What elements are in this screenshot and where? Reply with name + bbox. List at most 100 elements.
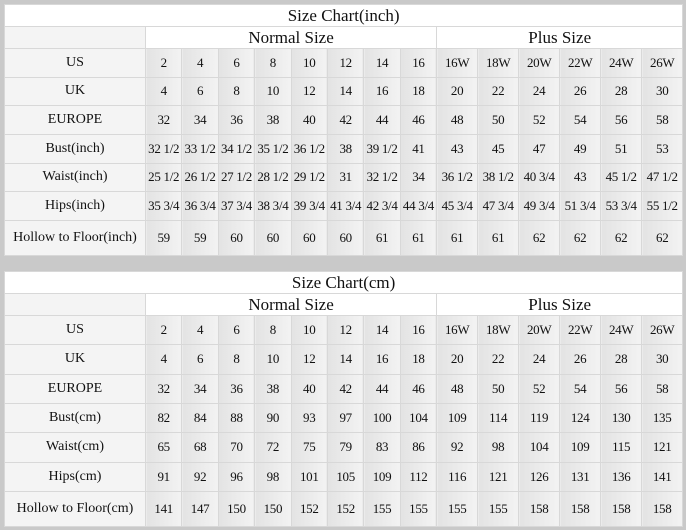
size-cell: 121 <box>477 461 520 493</box>
size-cell: 104 <box>399 402 438 434</box>
size-cell: 22W <box>559 314 602 346</box>
size-cell: 119 <box>518 402 561 434</box>
size-cell: 109 <box>559 432 602 463</box>
size-cell: 83 <box>363 432 401 463</box>
size-cell: 115 <box>600 432 643 463</box>
size-cell: 48 <box>436 105 479 135</box>
table-row: Hollow to Floor(cm) 141 147 150 150 152 152 155… <box>4 491 684 527</box>
size-cell: 44 3/4 <box>399 191 438 221</box>
size-cell: 141 <box>144 491 183 527</box>
size-cell: 50 <box>477 373 520 404</box>
size-cell: 6 <box>181 344 219 375</box>
size-cell: 109 <box>436 402 479 434</box>
group-header-plus: Plus Size <box>436 293 684 316</box>
size-cell: 48 <box>436 373 479 404</box>
size-cell: 4 <box>144 76 183 107</box>
size-cell: 12 <box>326 48 365 78</box>
row-label: EUROPE <box>4 373 146 404</box>
size-cell: 2 <box>144 48 183 78</box>
size-cell: 38 <box>254 373 292 404</box>
size-cell: 45 1/2 <box>600 162 643 193</box>
size-table: Size Chart(inch) Normal Size Plus Size US 2 4… <box>3 4 684 256</box>
size-cell: 98 <box>254 461 292 493</box>
group-header-normal: Normal Size <box>144 26 438 49</box>
size-cell: 24 <box>518 344 561 375</box>
table-row: EUROPE 32 34 36 38 40 42 44 46 48 50 52 54 56 58 <box>4 105 684 135</box>
size-cell: 35 1/2 <box>254 133 292 164</box>
size-cell: 16 <box>363 76 401 107</box>
size-cell: 47 <box>518 133 561 164</box>
size-cell: 42 <box>326 105 365 135</box>
size-cell: 34 <box>181 105 219 135</box>
size-cell: 68 <box>181 432 219 463</box>
size-cell: 65 <box>144 432 183 463</box>
row-label: Hollow to Floor(cm) <box>4 491 146 527</box>
size-cell: 24 <box>518 76 561 107</box>
size-cell: 18 <box>399 76 438 107</box>
table-row: Bust(cm) 82 84 88 90 93 97 100 104 109 114 119 124 13… <box>4 402 684 434</box>
size-cell: 40 3/4 <box>518 162 561 193</box>
size-cell: 24W <box>600 314 643 346</box>
size-cell: 26 1/2 <box>181 162 219 193</box>
size-cell: 60 <box>254 220 292 256</box>
size-cell: 158 <box>641 491 684 527</box>
size-cell: 147 <box>181 491 219 527</box>
size-cell: 44 <box>363 105 401 135</box>
size-cell: 112 <box>399 461 438 493</box>
size-cell: 18W <box>477 48 520 78</box>
size-cell: 38 <box>326 133 365 164</box>
row-label: Waist(cm) <box>4 432 146 463</box>
size-cell: 49 <box>559 133 602 164</box>
size-cell: 46 <box>399 105 438 135</box>
size-cell: 36 1/2 <box>290 133 328 164</box>
size-cell: 12 <box>326 314 365 346</box>
size-cell: 16W <box>436 314 479 346</box>
size-cell: 126 <box>518 461 561 493</box>
size-cell: 25 1/2 <box>144 162 183 193</box>
size-cell: 91 <box>144 461 183 493</box>
table-title: Size Chart(cm) <box>3 271 684 294</box>
size-cell: 20 <box>436 344 479 375</box>
size-cell: 38 <box>254 105 292 135</box>
size-cell: 45 3/4 <box>436 191 479 221</box>
table-row: Hollow to Floor(inch) 59 59 60 60 60 60 61 61 61 6… <box>4 220 684 256</box>
size-cell: 26 <box>559 344 602 375</box>
group-header-normal: Normal Size <box>144 293 438 316</box>
size-cell: 2 <box>144 314 183 346</box>
size-cell: 155 <box>477 491 520 527</box>
size-cell: 62 <box>518 220 561 256</box>
size-cell: 43 <box>559 162 602 193</box>
size-cell: 8 <box>217 76 256 107</box>
size-cell: 158 <box>518 491 561 527</box>
size-cell: 41 3/4 <box>326 191 365 221</box>
size-cell: 101 <box>290 461 328 493</box>
size-cell: 130 <box>600 402 643 434</box>
size-cell: 92 <box>436 432 479 463</box>
size-cell: 27 1/2 <box>217 162 256 193</box>
title-row: Size Chart(inch) <box>3 4 684 27</box>
size-cell: 116 <box>436 461 479 493</box>
size-cell: 10 <box>254 344 292 375</box>
header-corner <box>4 293 146 316</box>
size-cell: 98 <box>477 432 520 463</box>
size-cell: 22 <box>477 76 520 107</box>
size-cell: 150 <box>217 491 256 527</box>
table-row: Waist(cm) 65 68 70 72 75 79 83 86 92 98 104 109 115 12… <box>4 432 684 463</box>
size-cell: 16 <box>363 344 401 375</box>
size-cell: 20W <box>518 314 561 346</box>
size-cell: 20W <box>518 48 561 78</box>
size-cell: 40 <box>290 105 328 135</box>
size-cell: 10 <box>290 48 328 78</box>
size-cell: 45 <box>477 133 520 164</box>
row-label: Waist(inch) <box>4 162 146 193</box>
size-cell: 70 <box>217 432 256 463</box>
size-cell: 72 <box>254 432 292 463</box>
size-cell: 88 <box>217 402 256 434</box>
size-cell: 32 1/2 <box>144 133 183 164</box>
size-cell: 62 <box>641 220 684 256</box>
size-cell: 36 3/4 <box>181 191 219 221</box>
size-cell: 121 <box>641 432 684 463</box>
size-cell: 124 <box>559 402 602 434</box>
size-cell: 54 <box>559 373 602 404</box>
size-cell: 52 <box>518 373 561 404</box>
